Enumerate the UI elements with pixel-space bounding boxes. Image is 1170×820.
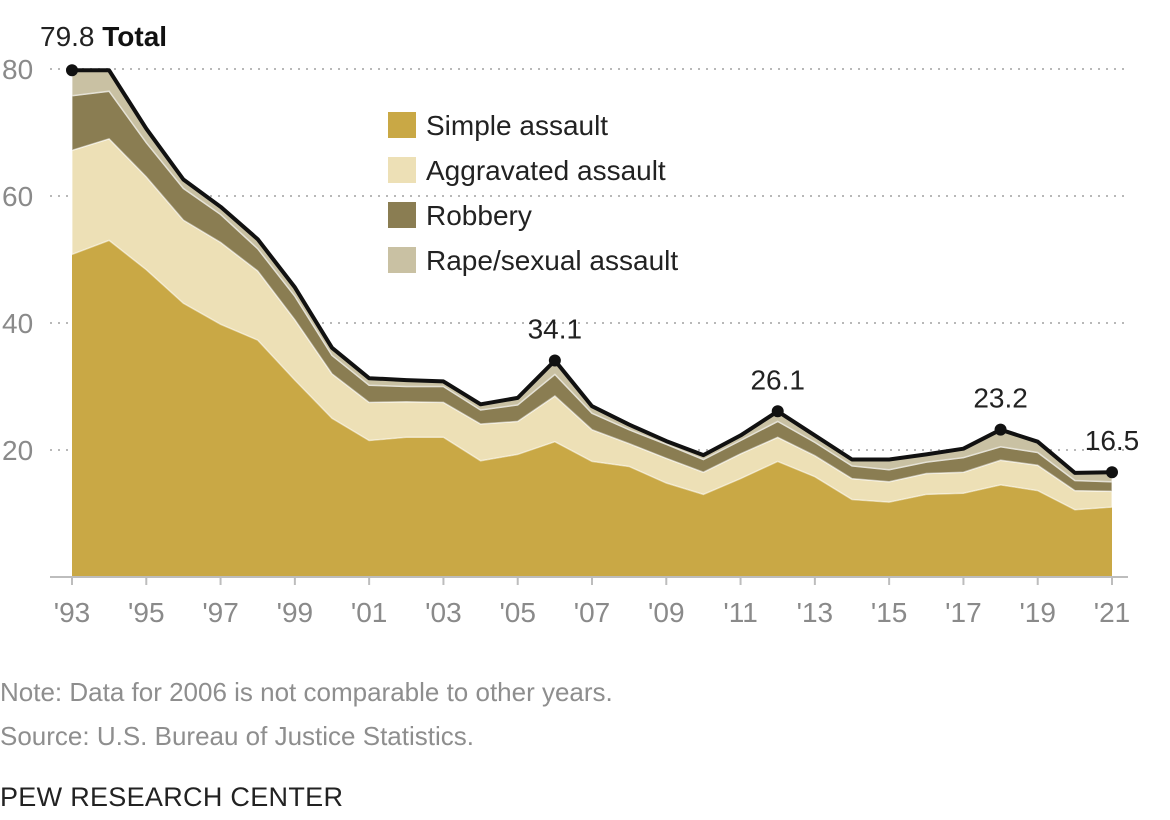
x-tick-label: '21 [1094,597,1131,628]
x-tick-label: '93 [54,597,91,628]
x-tick-label: '99 [277,597,314,628]
legend-swatch [388,247,416,273]
legend-label: Rape/sexual assault [426,245,678,276]
total-label: Total [102,21,167,52]
y-tick-label: 20 [2,435,33,466]
callout-label: 16.5 [1085,425,1140,456]
callout-dot [1106,466,1118,479]
total-line-layer [72,68,1113,475]
legend: Simple assault Aggravated assault Robbery R… [388,110,678,276]
x-tick-label: '97 [202,597,239,628]
legend-swatch [388,202,416,228]
y-tick-label: 80 [2,54,33,85]
legend-label: Simple assault [426,110,608,141]
x-tick-label: '13 [797,597,834,628]
y-tick-label: 40 [2,308,33,339]
callout-dot [994,423,1007,436]
callout-dot [771,405,784,418]
x-tick-label: '09 [648,597,685,628]
x-tick-label: '19 [1019,597,1056,628]
x-tick-label: '17 [945,597,982,628]
callout-dot [548,354,561,367]
area-layer [71,69,1113,577]
x-tick-label: '11 [723,597,757,628]
x-tick-label: '05 [499,597,536,628]
callout-layer: 79.8 Total 34.1 26.1 23.2 16.5 [40,21,1140,479]
area-series-simple-assault [72,240,1112,577]
legend-label: Robbery [426,200,532,231]
brand-footer: PEW RESEARCH CENTER [0,782,344,812]
x-tick-label: '95 [128,597,165,628]
x-tick-label: '07 [574,597,611,628]
chart-source: Source: U.S. Bureau of Justice Statistic… [0,721,474,751]
x-tick-label: '15 [871,597,908,628]
callout-dot [66,64,78,77]
callout-label: 26.1 [750,364,805,395]
x-tick-label: '01 [351,597,388,628]
chart-note: Note: Data for 2006 is not comparable to… [0,677,613,707]
legend-swatch [388,112,416,138]
callout-label: 34.1 [528,313,583,344]
callout-label: 23.2 [973,383,1028,414]
callout-label: 79.8 Total [40,21,167,52]
total-line [72,68,1113,475]
legend-swatch [388,157,416,183]
grid-layer: 20 40 60 80 [2,54,1128,466]
y-tick-label: 60 [2,181,33,212]
x-tick-label: '03 [425,597,462,628]
legend-label: Aggravated assault [426,155,666,186]
axis-layer: '93 '95 '97 '99 '01 '03 '05 '07 '09 '11 '13 '15 '17 '… [50,576,1131,628]
